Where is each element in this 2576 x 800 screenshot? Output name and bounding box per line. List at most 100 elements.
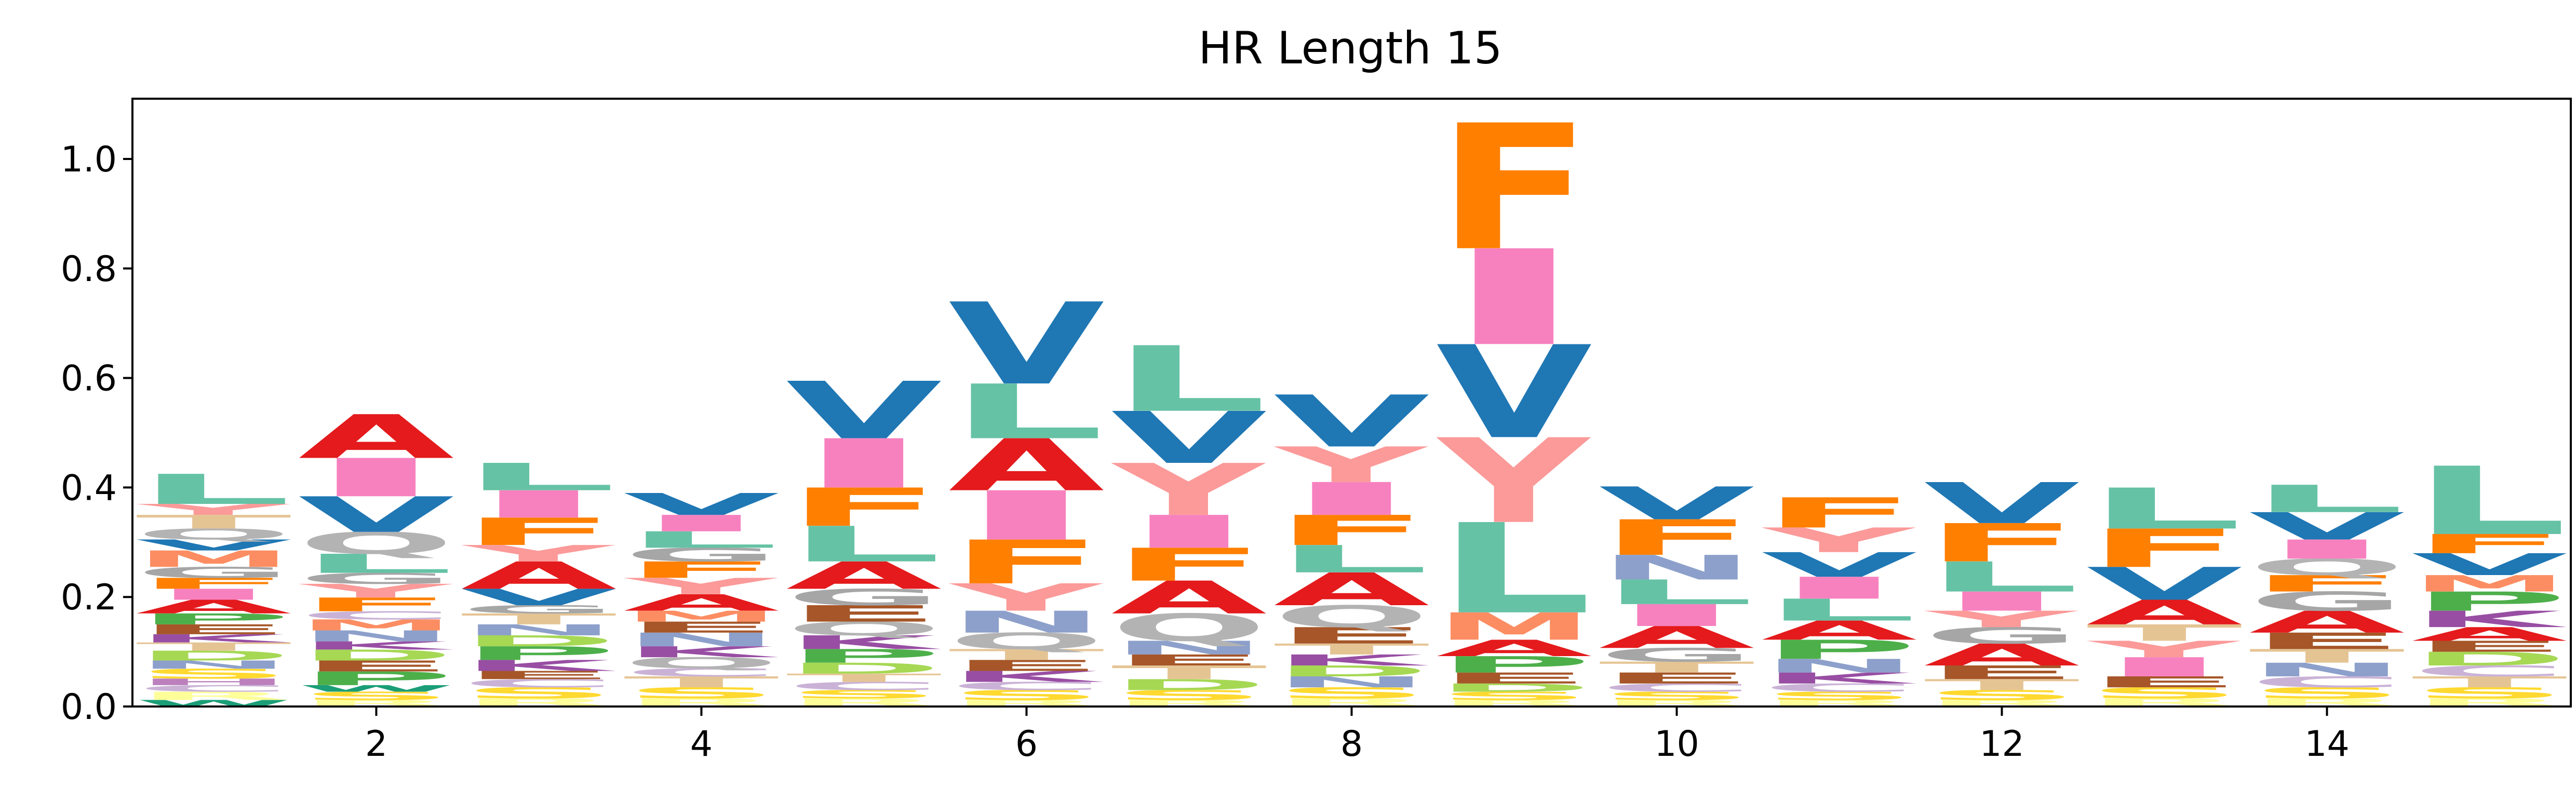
y-tick-label: 0.4 [61, 468, 117, 509]
letter-Y: Y [1110, 449, 1266, 532]
letter-N: N [948, 605, 1104, 639]
letter-I: I [1273, 473, 1429, 526]
letter-F: F [1924, 513, 2079, 574]
letter-K: K [623, 643, 780, 661]
letter-Y: Y [1435, 414, 1591, 550]
letter-S: S [136, 666, 291, 682]
y-tick-label: 0.8 [61, 249, 117, 290]
letter-L: L [136, 465, 291, 514]
letter-G: G [786, 584, 942, 610]
letter-I: I [1436, 222, 1592, 375]
letter-D: D [1111, 676, 1267, 694]
letter-C: C [298, 609, 454, 622]
letter-P: P [136, 610, 291, 628]
letter-R: R [1924, 698, 2079, 709]
letter-C: C [1599, 682, 1754, 695]
letter-G: G [136, 564, 291, 582]
letter-A: A [786, 554, 943, 597]
letter-V: V [298, 487, 455, 543]
letter-V: V [948, 279, 1106, 410]
letter-H: H [136, 677, 291, 687]
letter-Y: Y [947, 576, 1103, 620]
x-tick-label: 6 [1015, 724, 1038, 765]
letter-P: P [786, 645, 942, 667]
letter-V: V [1599, 477, 1756, 530]
letter-F: F [461, 510, 616, 554]
letter-L: L [1924, 553, 2079, 602]
letter-E: E [1599, 670, 1754, 687]
letter-L: L [461, 456, 616, 499]
letter-Q: Q [948, 628, 1104, 654]
letter-P: P [1761, 634, 1917, 665]
letter-R: R [298, 698, 454, 709]
x-tick-label: 8 [1340, 724, 1363, 765]
letter-A: A [461, 554, 618, 597]
letter-K: K [136, 632, 292, 645]
letter-S: S [948, 687, 1104, 703]
letter-E: E [1436, 670, 1592, 687]
letter-T: T [1111, 662, 1268, 684]
letter-F: F [1273, 506, 1429, 554]
letter-L: L [1111, 327, 1267, 432]
letter-M: M [1436, 605, 1592, 648]
letter-R: R [461, 696, 616, 709]
letter-G: G [298, 570, 454, 588]
letter-D: D [461, 632, 616, 650]
letter-E: E [298, 658, 454, 675]
letter-I: I [786, 425, 942, 503]
letter-P: P [461, 643, 616, 664]
letter-A: A [1436, 635, 1593, 661]
letter-M: M [2411, 570, 2567, 596]
letter-L: L [2086, 476, 2242, 542]
letter-K: K [2411, 606, 2568, 632]
letter-N: N [2249, 659, 2405, 681]
letter-R: R [948, 698, 1104, 709]
letter-S: S [786, 688, 942, 701]
letter-E: E [136, 622, 291, 637]
letter-C: C [623, 666, 779, 679]
letter-S: S [623, 684, 779, 702]
logo-letters: WRCHSNDTKEPAIFGMVQTYLRSWPEDKNMCFYGLQVIAR… [135, 99, 2569, 709]
letter-V: V [1111, 397, 1268, 480]
letter-E: E [2249, 628, 2405, 654]
letter-G: G [1924, 623, 2079, 649]
letter-Q: Q [1111, 606, 1267, 650]
letter-S: S [461, 684, 616, 702]
letter-E: E [623, 619, 779, 636]
x-tick-label: 14 [2304, 724, 2350, 765]
letter-I: I [1599, 598, 1754, 633]
x-tick-label: 2 [365, 724, 387, 765]
axes: 0.0 0.2 0.4 0.6 0.8 1.0 2 4 6 8 10 12 14 [61, 98, 2572, 765]
letter-E: E [1924, 662, 2079, 684]
letter-R: R [2411, 696, 2567, 709]
letter-L: L [2249, 477, 2405, 521]
letter-N: N [298, 628, 454, 645]
letter-T: T [2411, 673, 2569, 691]
letter-A: A [2086, 593, 2244, 633]
letter-T: T [461, 610, 618, 628]
letter-N: N [1111, 637, 1267, 659]
y-tick-label: 0.0 [61, 687, 117, 728]
y-tick-label: 1.0 [61, 139, 117, 180]
letter-A: A [1273, 564, 1431, 616]
letter-D: D [2411, 648, 2567, 670]
letter-A: A [1111, 572, 1268, 624]
x-tick-label: 4 [690, 724, 713, 765]
letter-V: V [1761, 545, 1918, 585]
letter-S: S [1273, 684, 1429, 702]
letter-I: I [2249, 534, 2405, 565]
letter-R: R [1436, 698, 1592, 709]
x-tick-label: 10 [1654, 724, 1699, 765]
letter-M: M [298, 617, 454, 634]
letter-R: R [1273, 696, 1429, 709]
letter-D: D [1273, 662, 1429, 680]
letter-F: F [136, 575, 291, 593]
letter-I: I [298, 447, 454, 509]
